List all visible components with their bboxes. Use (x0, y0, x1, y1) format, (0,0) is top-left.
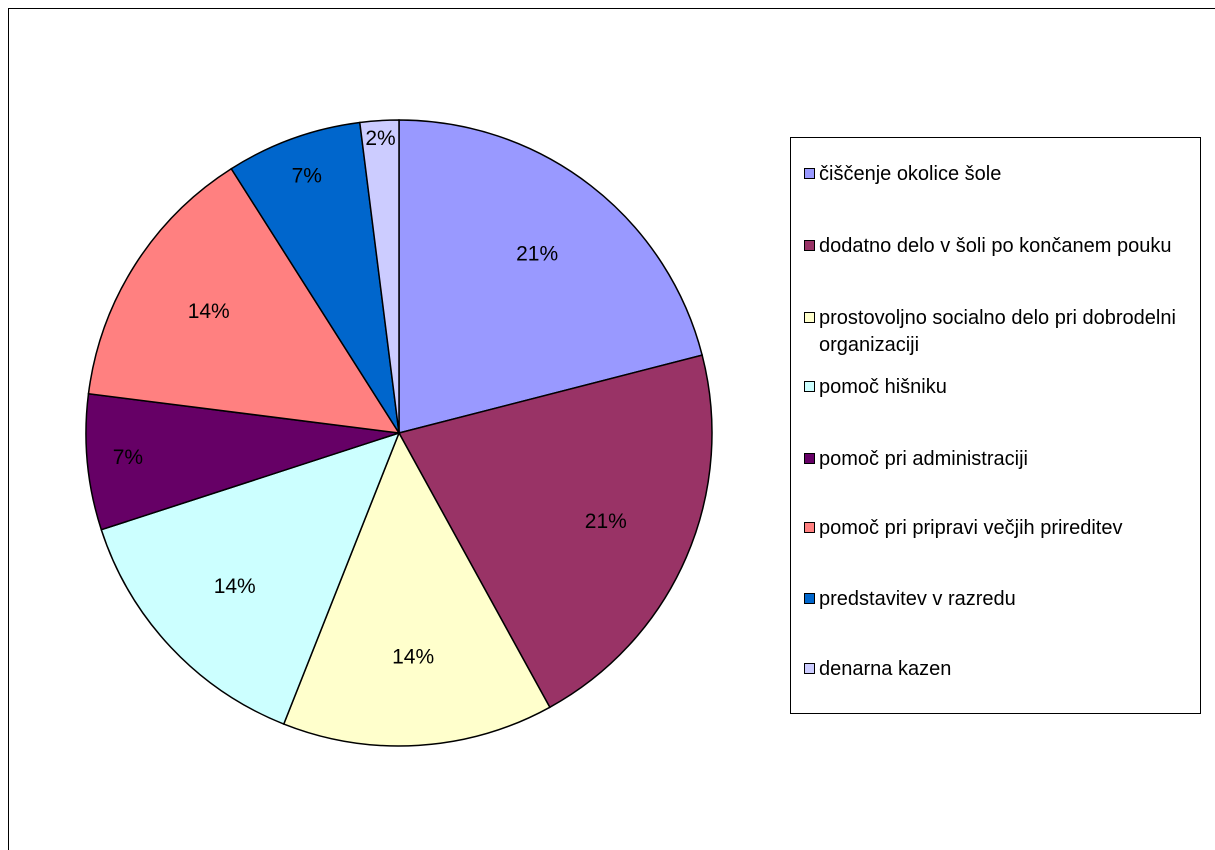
chart-frame (8, 8, 1215, 850)
legend-item: pomoč pri pripravi večjih prireditev (801, 515, 1196, 542)
pie-slice (358, 119, 400, 434)
legend: čiščenje okolice šole dodatno delo v šoli… (790, 137, 1201, 714)
legend-label: čiščenje okolice šole (819, 163, 1002, 185)
legend-swatch (804, 168, 815, 179)
pie-slice (85, 392, 400, 531)
pie-slice (397, 354, 713, 709)
legend-label: predstavitev v razredu (819, 588, 1016, 610)
data-label: 21% (585, 510, 627, 533)
data-label: 14% (392, 645, 434, 668)
legend-label: pomoč pri administraciji (819, 448, 1028, 470)
data-label: 14% (188, 300, 230, 323)
data-label: 2% (365, 127, 395, 150)
data-label: 21% (516, 242, 558, 265)
legend-item: predstavitev v razredu (801, 586, 1196, 613)
data-label: 14% (214, 575, 256, 598)
pie-slice (87, 167, 401, 434)
legend-label: dodatno delo v šoli po končanem pouku (819, 235, 1172, 257)
legend-swatch (804, 453, 815, 464)
legend-swatch (804, 240, 815, 251)
legend-label: pomoč pri pripravi večjih prireditev (819, 517, 1123, 539)
legend-swatch (804, 381, 815, 392)
pie-slice (230, 121, 400, 434)
legend-item: pomoč hišniku (801, 374, 1196, 401)
pie-slice (398, 119, 704, 434)
legend-item: pomoč pri administraciji (801, 446, 1196, 473)
data-label: 7% (292, 164, 322, 187)
legend-item: prostovoljno socialno delo pri dobrodeln… (801, 305, 1196, 359)
legend-swatch (804, 522, 815, 533)
legend-label: denarna kazen (819, 658, 952, 680)
data-label: 7% (113, 446, 143, 469)
legend-swatch (804, 593, 815, 604)
legend-item: dodatno delo v šoli po končanem pouku (801, 233, 1196, 260)
legend-item: denarna kazen (801, 656, 1196, 683)
legend-item: čiščenje okolice šole (801, 161, 1196, 188)
legend-swatch (804, 663, 815, 674)
legend-swatch (804, 312, 815, 323)
legend-label: pomoč hišniku (819, 376, 947, 398)
legend-label: prostovoljno socialno delo pri dobrodeln… (819, 307, 1176, 356)
pie-slice (282, 431, 551, 747)
